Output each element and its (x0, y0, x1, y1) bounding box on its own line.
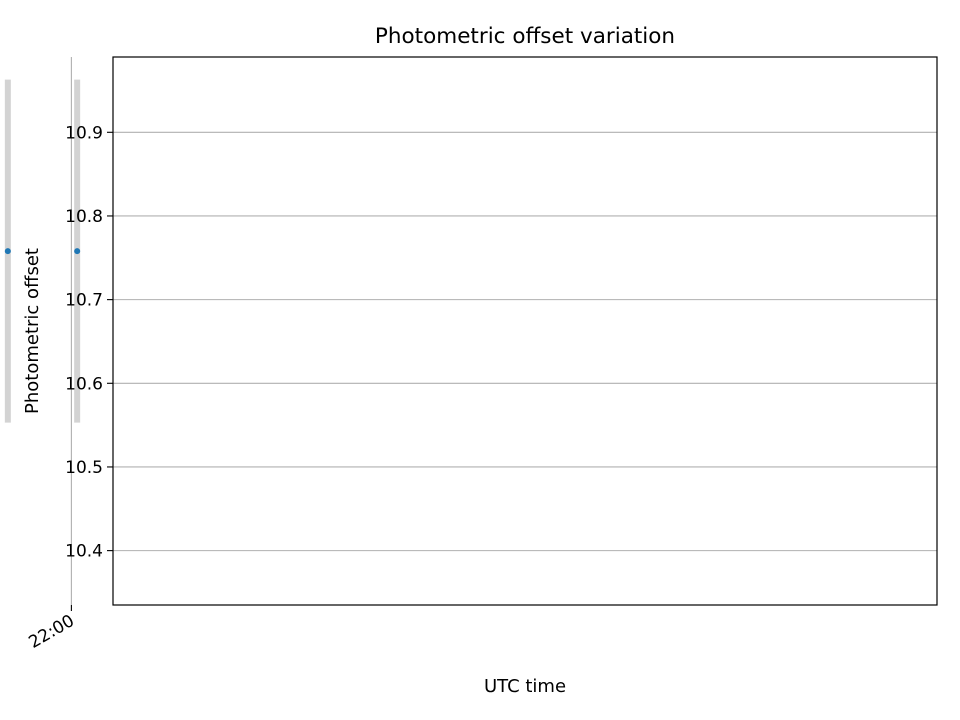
y-tick-label: 10.7 (65, 291, 103, 311)
plot-area (113, 57, 937, 605)
y-tick-label: 10.5 (65, 458, 103, 478)
data-points (4, 248, 81, 255)
y-tick-label: 10.4 (65, 542, 103, 562)
y-tick-label: 10.9 (65, 123, 103, 143)
chart-title: Photometric offset variation (375, 24, 675, 49)
x-axis-label: UTC time (484, 676, 566, 697)
y-tick-label: 10.8 (65, 207, 103, 227)
y-axis-label: Photometric offset (22, 248, 43, 414)
y-axis-ticks: 10.4 10.5 10.6 10.7 10.8 10.9 (65, 123, 113, 562)
gridlines (70, 57, 937, 605)
data-point (74, 248, 81, 255)
plot-frame (112, 56, 938, 606)
y-tick-label: 10.6 (65, 374, 103, 394)
data-point (4, 248, 11, 255)
